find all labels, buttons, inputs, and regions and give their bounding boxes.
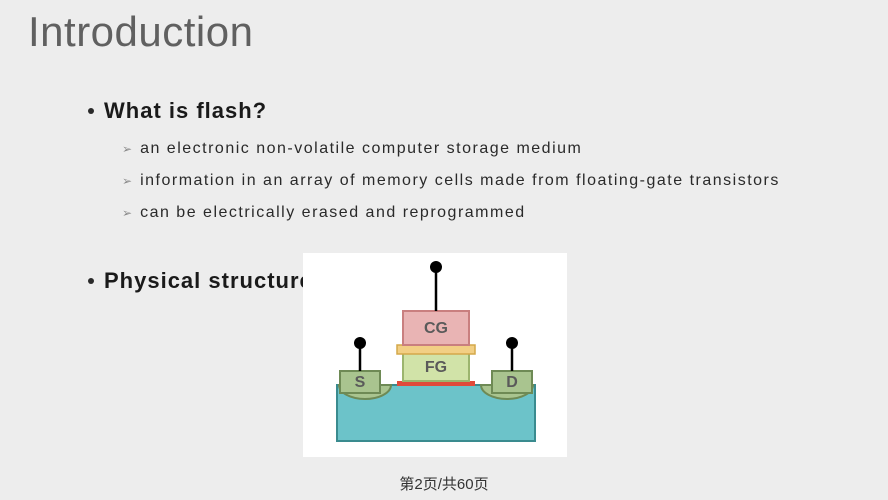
sub-bullet-text: information in an array of memory cells … [140, 170, 780, 192]
sub-bullet-item: ➢ can be electrically erased and reprogr… [122, 202, 858, 224]
svg-text:CG: CG [424, 320, 448, 337]
chevron-right-icon: ➢ [122, 138, 132, 160]
sub-bullet-item: ➢ an electronic non-volatile computer st… [122, 138, 858, 160]
heading-text: Physical structure [104, 268, 313, 294]
page-number: 第2页/共60页 [0, 473, 888, 494]
sub-bullet-text: an electronic non-volatile computer stor… [140, 138, 582, 160]
heading-what-is-flash: What is flash? [88, 98, 858, 124]
transistor-svg: CG FG S D [303, 253, 567, 457]
transistor-diagram: CG FG S D [303, 253, 567, 457]
svg-text:FG: FG [425, 359, 447, 376]
sub-bullet-item: ➢ information in an array of memory cell… [122, 170, 858, 192]
chevron-right-icon: ➢ [122, 170, 132, 192]
svg-text:D: D [506, 374, 518, 391]
bullet-dot-icon [88, 108, 94, 114]
heading-text: What is flash? [104, 98, 267, 124]
slide-title: Introduction [28, 8, 253, 56]
svg-text:S: S [355, 374, 366, 391]
bullet-dot-icon [88, 278, 94, 284]
sub-bullet-text: can be electrically erased and reprogram… [140, 202, 526, 224]
sub-bullet-list: ➢ an electronic non-volatile computer st… [122, 138, 858, 224]
chevron-right-icon: ➢ [122, 202, 132, 224]
